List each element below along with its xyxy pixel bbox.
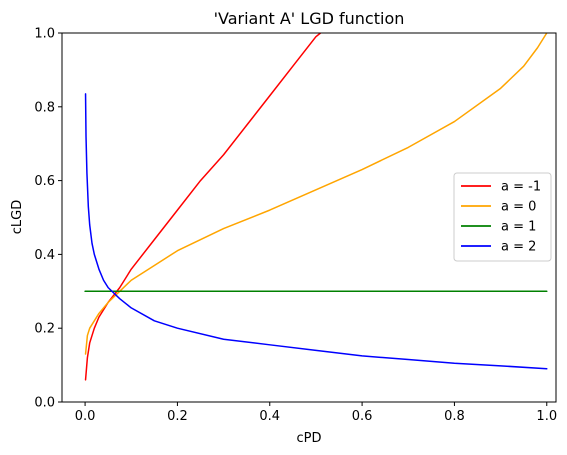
y-axis-label: cLGD xyxy=(10,200,25,234)
legend: a = -1 a = 0 a = 1 a = 2 xyxy=(453,172,552,262)
y-tick-label: 0.8 xyxy=(34,100,55,115)
y-tick-label: 0.4 xyxy=(34,248,55,263)
x-tick-label: 0.4 xyxy=(259,409,280,424)
legend-items: a = -1 a = 0 a = 1 a = 2 xyxy=(461,180,541,255)
legend-label: a = 0 xyxy=(501,200,536,215)
series-line-0 xyxy=(84,33,322,381)
plot-frame xyxy=(61,32,557,403)
x-tick-label: 0.8 xyxy=(444,409,465,424)
y-axis: 0.0 0.2 0.4 0.6 0.8 1.0 xyxy=(34,27,62,411)
x-tick-label: 0.2 xyxy=(167,409,188,424)
series-line-1 xyxy=(84,33,548,355)
chart-title: 'Variant A' LGD function xyxy=(214,9,405,28)
legend-label: a = 1 xyxy=(501,220,536,235)
x-axis: 0.0 0.2 0.4 0.6 0.8 1.0 xyxy=(75,402,557,424)
y-tick-label: 0.2 xyxy=(34,322,55,337)
y-tick-label: 0.0 xyxy=(34,396,55,411)
legend-box xyxy=(453,172,552,262)
x-axis-label: cPD xyxy=(297,431,322,446)
x-tick-label: 1.0 xyxy=(536,409,557,424)
y-tick-label: 0.6 xyxy=(34,174,55,189)
legend-label: a = -1 xyxy=(501,180,541,195)
y-tick-label: 1.0 xyxy=(34,27,55,42)
series-layer xyxy=(84,33,548,381)
series-line-3 xyxy=(84,93,548,370)
x-tick-label: 0.6 xyxy=(352,409,373,424)
legend-label: a = 2 xyxy=(501,240,536,255)
x-tick-label: 0.0 xyxy=(75,409,96,424)
